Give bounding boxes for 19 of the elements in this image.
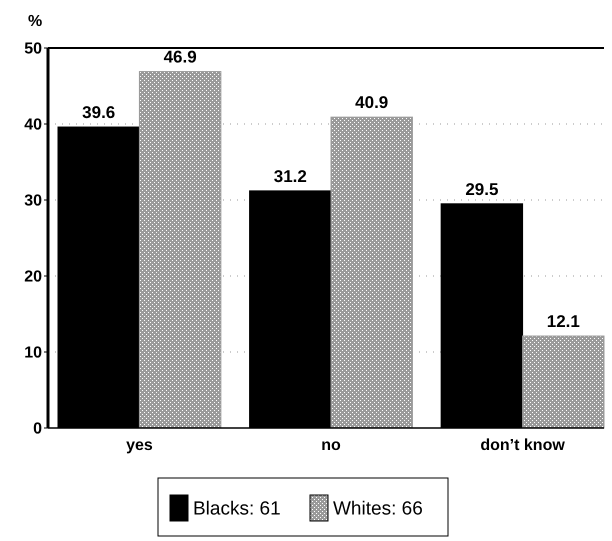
bar — [522, 336, 604, 428]
y-tick-label: 20 — [24, 268, 42, 286]
x-tick-label: yes — [126, 437, 153, 454]
y-tick-label: 50 — [24, 40, 42, 58]
legend-label: Blacks: 61 — [193, 498, 281, 520]
x-tick-label: no — [321, 437, 341, 454]
data-label: 12.1 — [546, 312, 580, 332]
y-tick-label: 0 — [33, 420, 42, 438]
y-tick-label: 10 — [24, 344, 42, 362]
x-tick-label: don’t know — [480, 437, 566, 454]
legend-label: Whites: 66 — [333, 498, 423, 520]
data-label: 29.5 — [465, 180, 498, 199]
data-label: 46.9 — [164, 48, 197, 67]
data-label: 40.9 — [355, 93, 388, 112]
data-label: 39.6 — [82, 103, 116, 122]
y-tick-label: 40 — [24, 116, 42, 134]
y-tick-label: 30 — [24, 192, 42, 210]
data-label: 31.2 — [274, 166, 307, 186]
y-axis-title: % — [28, 13, 42, 30]
